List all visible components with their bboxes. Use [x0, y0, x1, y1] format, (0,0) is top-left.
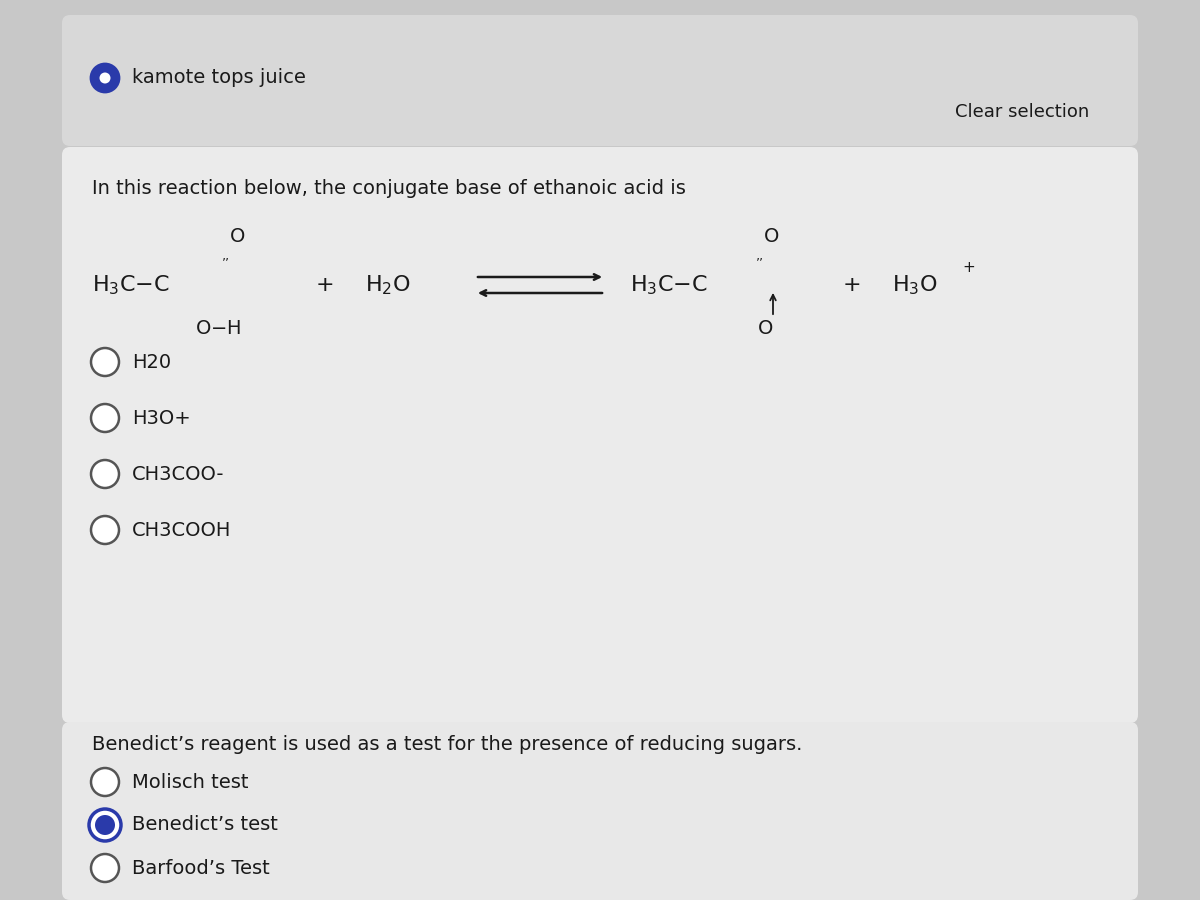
Circle shape: [91, 854, 119, 882]
Text: CH3COOH: CH3COOH: [132, 520, 232, 539]
Circle shape: [91, 768, 119, 796]
Text: H$_3$C$-$C: H$_3$C$-$C: [92, 274, 170, 297]
Text: kamote tops juice: kamote tops juice: [132, 68, 306, 87]
Circle shape: [91, 404, 119, 432]
Circle shape: [91, 516, 119, 544]
Text: H20: H20: [132, 353, 172, 372]
Text: H$_3$O: H$_3$O: [892, 274, 937, 297]
Circle shape: [91, 64, 119, 92]
Text: O$-$H: O$-$H: [194, 320, 241, 338]
Text: ’’: ’’: [222, 256, 230, 269]
Circle shape: [95, 815, 115, 835]
Text: Barfood’s Test: Barfood’s Test: [132, 859, 270, 877]
Text: H$_2$O: H$_2$O: [365, 274, 410, 297]
Text: ’’: ’’: [756, 256, 764, 269]
Circle shape: [100, 73, 110, 84]
Text: Benedict’s reagent is used as a test for the presence of reducing sugars.: Benedict’s reagent is used as a test for…: [92, 735, 803, 754]
Text: O: O: [764, 228, 780, 247]
Text: In this reaction below, the conjugate base of ethanoic acid is: In this reaction below, the conjugate ba…: [92, 178, 686, 197]
Text: +: +: [316, 275, 335, 295]
Text: CH3COO-: CH3COO-: [132, 464, 224, 483]
FancyBboxPatch shape: [62, 147, 1138, 723]
Circle shape: [89, 809, 121, 841]
Text: Benedict’s test: Benedict’s test: [132, 815, 278, 834]
Text: O: O: [758, 320, 773, 338]
Text: +: +: [842, 275, 862, 295]
Text: O: O: [230, 228, 246, 247]
Text: H3O+: H3O+: [132, 409, 191, 428]
Circle shape: [91, 348, 119, 376]
FancyBboxPatch shape: [62, 15, 1138, 146]
Text: Clear selection: Clear selection: [955, 103, 1090, 121]
Circle shape: [91, 460, 119, 488]
Text: H$_3$C$-$C: H$_3$C$-$C: [630, 274, 708, 297]
Text: Molisch test: Molisch test: [132, 772, 248, 791]
Text: +: +: [962, 260, 974, 275]
FancyBboxPatch shape: [62, 722, 1138, 900]
